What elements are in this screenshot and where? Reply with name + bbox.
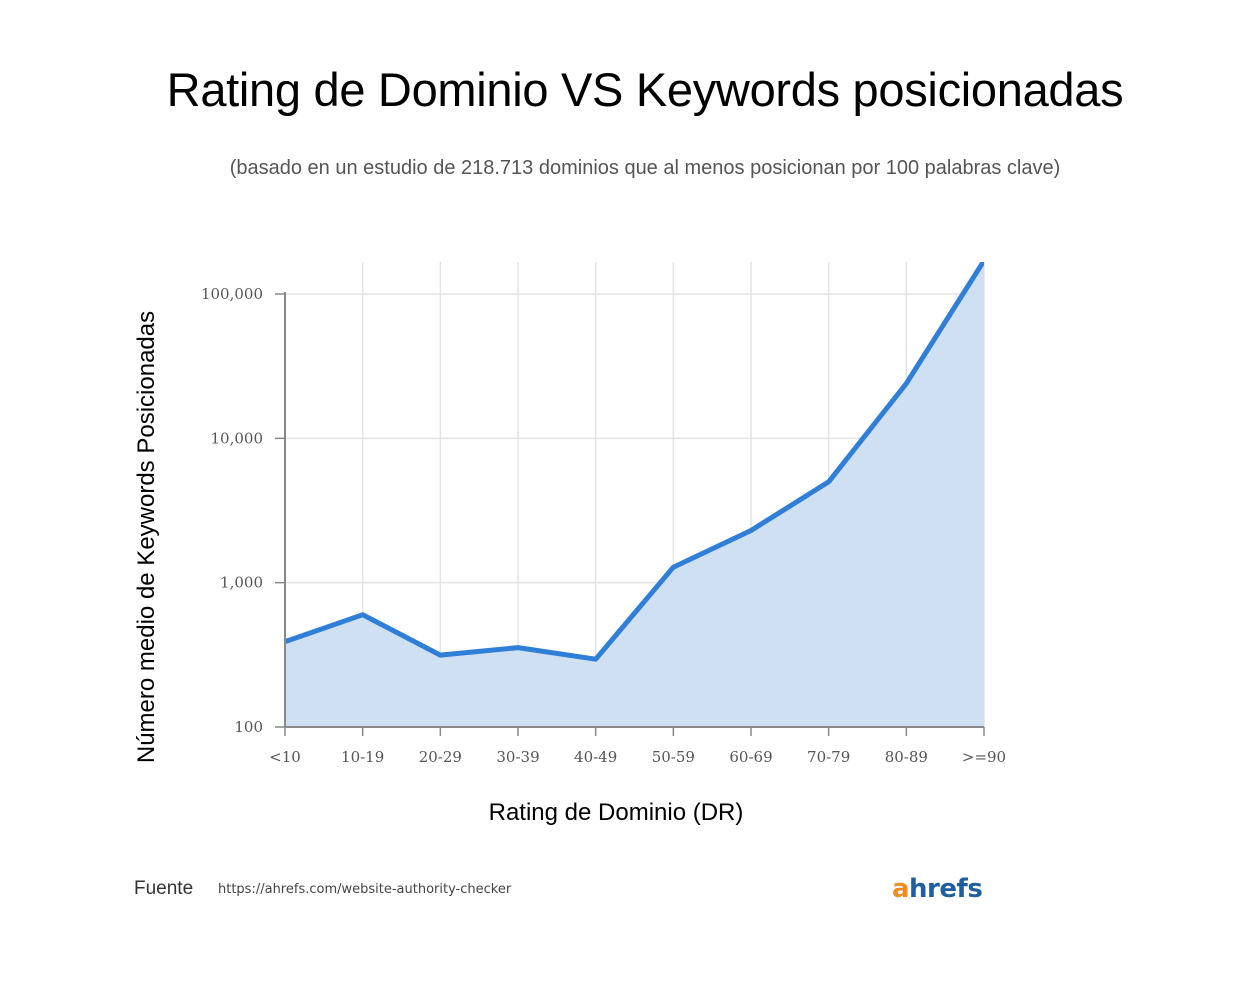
y-axis-label: Número medio de Keywords Posicionadas	[133, 310, 160, 764]
source-label: Fuente	[134, 878, 194, 899]
y-tick-label: 1,000	[220, 574, 263, 592]
y-tick-label: 100	[234, 718, 263, 736]
x-tick-label: 50-59	[652, 748, 695, 766]
x-axis-ticks: <10 10-19 20-29 30-39 40-49 50-59 60-69 70-79 80…	[269, 727, 1006, 766]
x-tick-label: 40-49	[574, 748, 617, 766]
axes	[284, 292, 984, 728]
x-tick-label: >=90	[962, 748, 1006, 766]
source-url[interactable]: https://ahrefs.com/website-authority-che…	[218, 882, 512, 897]
series-area	[285, 262, 984, 727]
y-tick-label: 10,000	[211, 429, 264, 447]
x-tick-label: 30-39	[496, 748, 539, 766]
x-tick-label: 20-29	[419, 748, 462, 766]
y-axis-ticks: 100 1,000 10,000 100,000	[201, 285, 285, 736]
series-line	[285, 262, 984, 662]
x-tick-label: 10-19	[341, 748, 384, 766]
x-axis-label: Rating de Dominio (DR)	[488, 799, 744, 826]
y-tick-label: 100,000	[201, 285, 263, 303]
x-tick-label: 70-79	[807, 748, 850, 766]
ahrefs-logo: ahrefs	[892, 874, 983, 904]
x-tick-label: <10	[269, 748, 301, 766]
x-tick-label: 80-89	[885, 748, 928, 766]
chart-title: Rating de Dominio VS Keywords posicionad…	[166, 63, 1124, 116]
x-tick-label: 60-69	[729, 748, 772, 766]
chart-subtitle: (basado en un estudio de 218.713 dominio…	[229, 157, 1061, 179]
